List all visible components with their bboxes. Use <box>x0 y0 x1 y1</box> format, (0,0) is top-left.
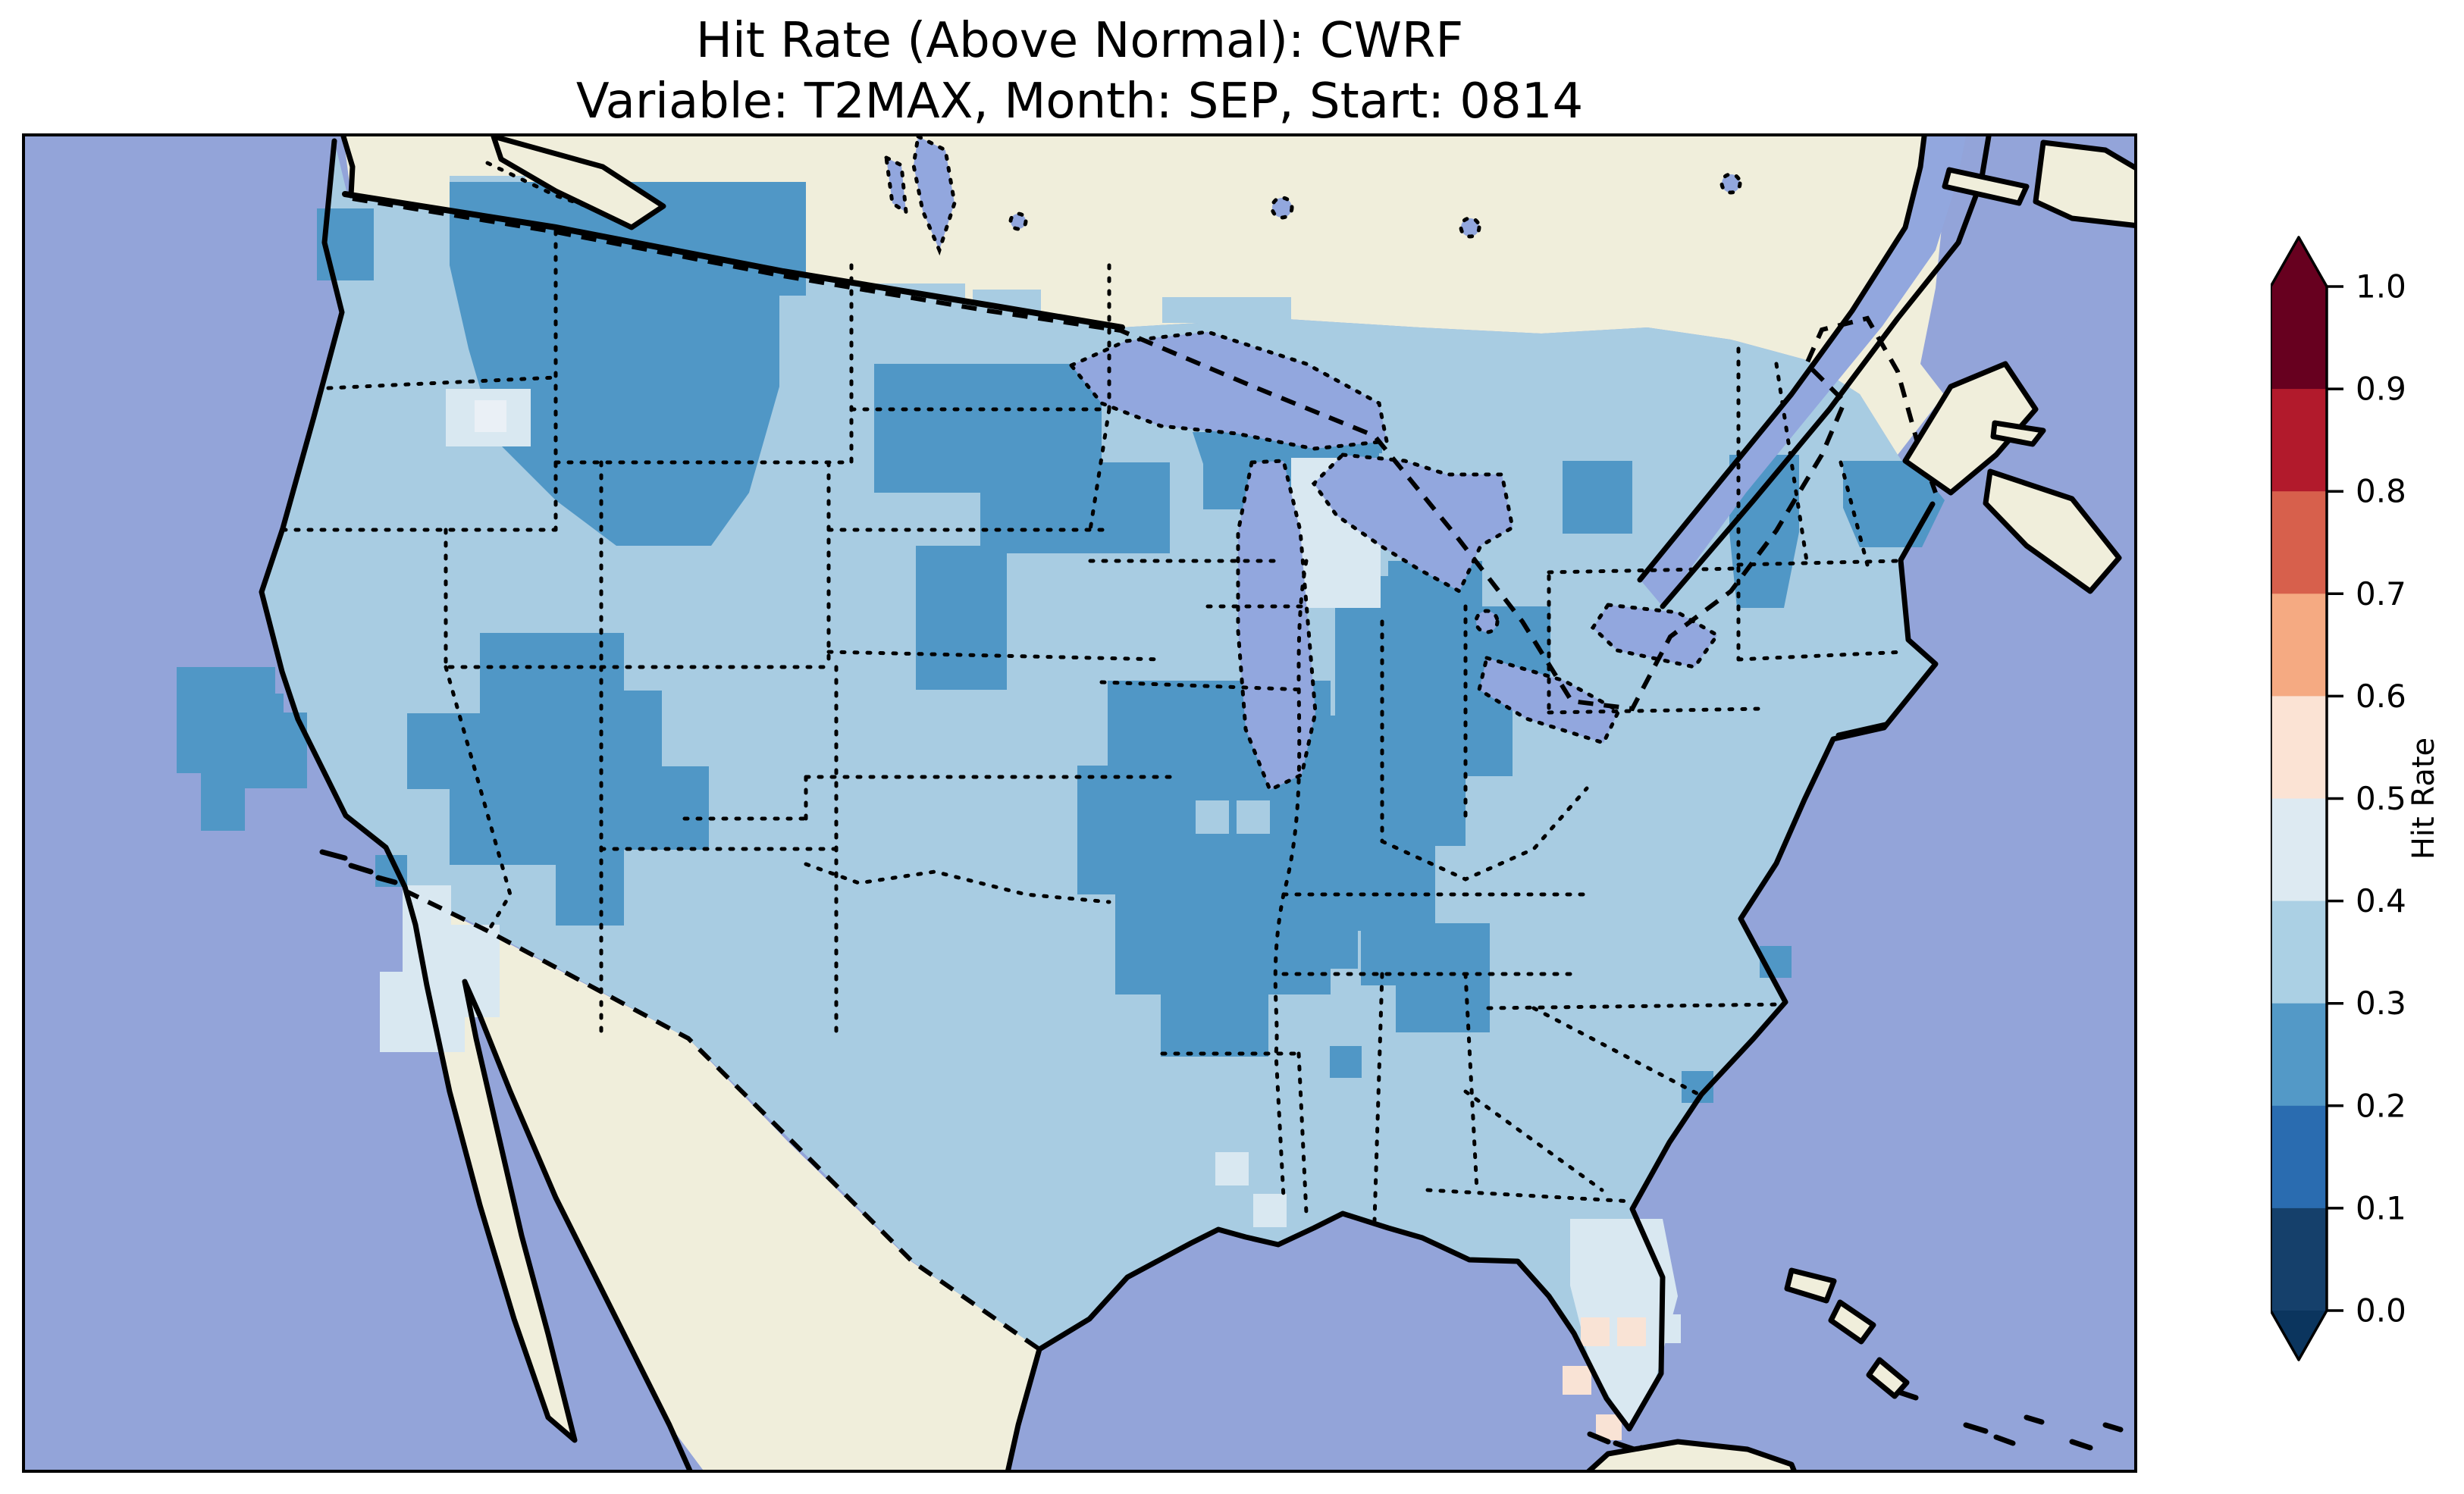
colorbar-segment <box>2271 1003 2327 1107</box>
st-lawrence-river <box>1638 136 1966 606</box>
colorbar-tick-label: 1.0 <box>2356 268 2406 305</box>
field-hole-cell <box>1237 800 1270 834</box>
caribbean-islets <box>1895 1389 2124 1451</box>
colorbar-segment <box>2271 491 2327 594</box>
region-alabama-cell <box>1330 1046 1362 1078</box>
colorbar-tick-label: 0.6 <box>2356 678 2406 715</box>
region-central-new-york <box>1563 461 1632 534</box>
colorbar-segment <box>2271 900 2327 1004</box>
vancouver-island <box>491 136 666 230</box>
lake-ontario <box>1590 603 1720 669</box>
colorbar-tick-label: 0.4 <box>2356 882 2406 919</box>
lake-huron <box>1311 453 1515 594</box>
region-florida-keys-cells <box>1563 1366 1591 1395</box>
colorbar-tick-label: 0.8 <box>2356 473 2406 510</box>
colorbar-extend-below <box>2271 1311 2327 1360</box>
colorbar-segment <box>2271 1207 2327 1311</box>
colorbar-tick-label: 0.1 <box>2356 1189 2406 1226</box>
colorbar-segment <box>2271 1105 2327 1209</box>
region-florida-keys-cells <box>1581 1317 1610 1346</box>
region-eastern-washington <box>450 182 806 546</box>
title-line-1: Hit Rate (Above Normal): CWRF <box>695 13 1464 69</box>
colorbar-svg: 1.0 0.9 0.8 0.7 0.6 0.5 0.4 0.3 0.2 0.1 0.0 Hit Rat… <box>2269 236 2441 1361</box>
colorbar: 1.0 0.9 0.8 0.7 0.6 0.5 0.4 0.3 0.2 0.1 0.0 Hit Rat… <box>2269 226 2464 1408</box>
colorbar-axis-label: Hit Rate <box>2406 738 2441 860</box>
hit-rate-patches-0-2-0-3 <box>177 182 1945 1103</box>
bahamas <box>1784 1267 1910 1399</box>
data-domain-edge <box>342 191 1125 330</box>
new-brunswick <box>1902 361 2039 496</box>
canadian-lake <box>1270 196 1294 220</box>
colorbar-segment <box>2271 594 2327 697</box>
anticosti-island <box>1942 167 2030 206</box>
canadian-lake <box>1008 211 1028 231</box>
us-mexico-border <box>403 888 1041 1351</box>
colorbar-tick-label: 0.7 <box>2356 575 2406 612</box>
canadian-lake <box>1719 172 1742 195</box>
map-canvas <box>22 133 2137 1473</box>
lake-erie <box>1477 655 1622 746</box>
lake-manitoba <box>883 154 908 217</box>
newfoundland <box>2033 139 2134 228</box>
region-colorado-rockies <box>407 633 709 926</box>
region-dakotas-minnesota <box>874 364 1170 553</box>
colorbar-tick-label: 0.0 <box>2356 1292 2406 1330</box>
colorbar-segment <box>2271 798 2327 902</box>
cuba <box>1586 1439 1797 1470</box>
colorbar-segment <box>2271 696 2327 800</box>
long-island <box>1835 722 1889 738</box>
region-keys-pale-blue-cell <box>1652 1314 1681 1343</box>
lakes <box>883 136 1742 793</box>
lake-winnipeg <box>911 136 957 256</box>
colorbar-segment <box>2271 389 2327 492</box>
islands <box>491 136 2134 1470</box>
canadian-lake <box>1459 216 1481 239</box>
pacific-coastline <box>259 136 693 1470</box>
colorbar-tick-label: 0.3 <box>2356 985 2406 1022</box>
hit-rate-patches-0-5-0-6 <box>1563 1317 1646 1440</box>
mexico-gulf-coastline <box>1005 1346 1042 1470</box>
region-tennessee-mississippi-alabama <box>1361 923 1490 1032</box>
colorbar-segment <box>2271 287 2327 390</box>
colorbar-tick-label: 0.5 <box>2356 780 2406 817</box>
region-louisiana-delta-cells <box>1253 1194 1287 1227</box>
coastlines <box>259 136 2124 1470</box>
region-oregon-coast-cell <box>249 694 284 731</box>
us-hit-rate-field <box>177 141 1945 1440</box>
region-louisiana-delta-cells <box>1215 1152 1249 1185</box>
gulf-atlantic-coastline <box>1036 501 1939 1432</box>
state-borders <box>281 161 1908 1223</box>
colorbar-tick-label: 0.9 <box>2356 371 2406 408</box>
lake-superior <box>1068 330 1389 451</box>
channel-islands <box>319 849 398 885</box>
figure-title: Hit Rate (Above Normal): CWRF Variable: … <box>22 11 2137 132</box>
colorbar-tick-label: 0.2 <box>2356 1087 2406 1124</box>
lake-michigan <box>1236 459 1318 793</box>
colorbar-extend-above <box>2271 237 2327 287</box>
prince-edward-island <box>1990 420 2046 447</box>
nova-scotia <box>1983 468 2122 594</box>
field-hole-cell <box>1196 800 1229 834</box>
title-line-2: Variable: T2MAX, Month: SEP, Start: 0814 <box>575 74 1584 130</box>
map-svg <box>25 136 2134 1470</box>
region-nebraska-near-white-cell <box>475 400 506 432</box>
region-florida-keys-cells <box>1617 1317 1646 1346</box>
region-dakotas-minnesota-arm <box>916 546 1007 690</box>
mexico-landmass <box>415 898 1041 1470</box>
lake-st-clair <box>1474 609 1500 634</box>
field-cell-bump <box>1162 297 1291 323</box>
